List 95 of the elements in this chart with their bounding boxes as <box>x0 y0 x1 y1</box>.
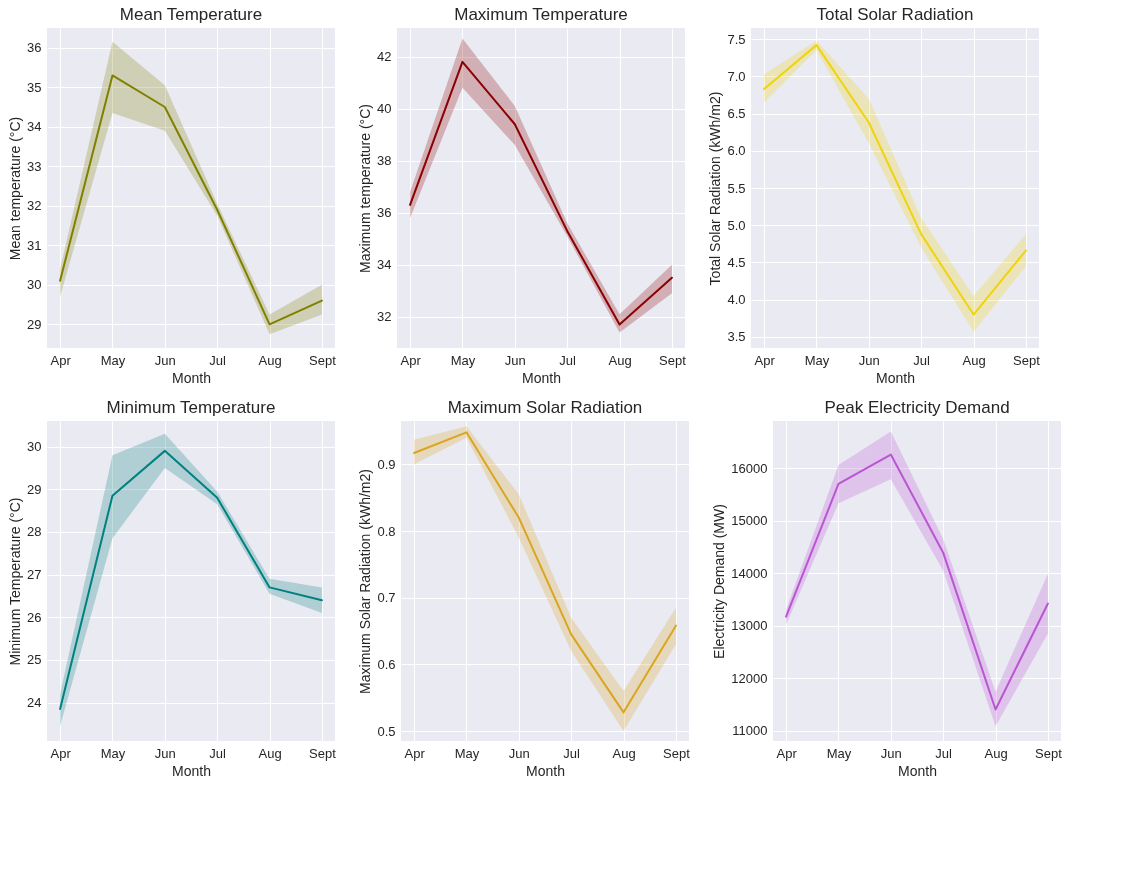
chart-title: Maximum Solar Radiation <box>447 398 643 417</box>
y-tick-label: 38 <box>377 153 392 169</box>
x-axis-title: Month <box>172 369 211 386</box>
y-axis-title: Maximum Solar Radiation (kWh/m2) <box>357 469 374 694</box>
y-tick-label: 0.6 <box>377 656 396 672</box>
y-tick-label: 16000 <box>731 460 768 476</box>
x-tick-label: Aug <box>984 745 1008 761</box>
y-axis-title: Mean temperature (°C) <box>7 116 24 261</box>
y-tick-label: 24 <box>27 695 42 711</box>
x-axis-title: Month <box>526 762 565 779</box>
x-tick-label: Sept <box>663 745 691 761</box>
x-tick-label: Jun <box>154 352 176 368</box>
x-tick-label: Aug <box>258 745 282 761</box>
y-tick-label: 7.5 <box>727 31 746 47</box>
x-tick-label: Aug <box>258 352 282 368</box>
y-tick-label: 32 <box>27 198 42 214</box>
y-axis-title: Electricity Demand (MW) <box>711 504 728 659</box>
y-tick-label: 15000 <box>731 513 768 529</box>
x-tick-label: Jul <box>913 352 931 368</box>
x-tick-label: May <box>804 352 830 368</box>
x-tick-label: May <box>826 745 852 761</box>
x-tick-label: Apr <box>50 352 72 368</box>
y-tick-label: 32 <box>377 309 392 325</box>
x-axis-title: Month <box>172 762 211 779</box>
chart-title: Total Solar Radiation <box>816 5 974 24</box>
x-tick-label: Sept <box>309 745 337 761</box>
y-tick-label: 29 <box>27 316 42 332</box>
y-tick-label: 34 <box>27 119 42 135</box>
x-tick-label: May <box>100 352 126 368</box>
y-tick-label: 30 <box>27 439 42 455</box>
chart-title: Mean Temperature <box>119 5 263 24</box>
y-tick-label: 31 <box>27 237 42 253</box>
x-tick-label: Jul <box>935 745 953 761</box>
y-tick-label: 42 <box>377 49 392 65</box>
y-axis-title: Total Solar Radiation (kWh/m2) <box>707 91 724 286</box>
y-tick-label: 36 <box>377 205 392 221</box>
y-tick-label: 26 <box>27 609 42 625</box>
x-axis-title: Month <box>898 762 937 779</box>
x-tick-label: Jun <box>154 745 176 761</box>
x-tick-label: Apr <box>404 745 426 761</box>
y-tick-label: 6.5 <box>727 106 746 122</box>
x-tick-label: Jul <box>209 352 227 368</box>
x-tick-label: Jun <box>508 745 530 761</box>
x-tick-label: Sept <box>1035 745 1063 761</box>
x-tick-label: Apr <box>400 352 422 368</box>
y-axis-title: Minimum Temperature (°C) <box>7 497 24 666</box>
x-tick-label: May <box>450 352 476 368</box>
y-tick-label: 36 <box>27 40 42 56</box>
x-tick-label: Sept <box>1013 352 1041 368</box>
y-tick-label: 34 <box>377 257 392 273</box>
y-axis-title: Maximum temperature (°C) <box>357 104 374 273</box>
x-tick-label: Jun <box>880 745 902 761</box>
x-tick-label: Apr <box>754 352 776 368</box>
y-tick-label: 6.0 <box>727 143 746 159</box>
y-tick-label: 7.0 <box>727 68 746 84</box>
y-tick-label: 33 <box>27 158 42 174</box>
x-tick-label: Aug <box>612 745 636 761</box>
x-tick-label: Apr <box>50 745 72 761</box>
y-tick-label: 0.7 <box>377 590 396 606</box>
x-tick-label: May <box>454 745 480 761</box>
x-tick-label: Apr <box>776 745 798 761</box>
x-tick-label: Jun <box>504 352 526 368</box>
x-tick-label: Aug <box>608 352 632 368</box>
x-tick-label: May <box>100 745 126 761</box>
y-tick-label: 14000 <box>731 565 768 581</box>
y-tick-label: 25 <box>27 652 42 668</box>
y-tick-label: 5.5 <box>727 180 746 196</box>
y-tick-label: 4.5 <box>727 254 746 270</box>
y-tick-label: 0.8 <box>377 523 396 539</box>
y-tick-label: 3.5 <box>727 329 746 345</box>
y-tick-label: 28 <box>27 524 42 540</box>
y-tick-label: 13000 <box>731 618 768 634</box>
x-tick-label: Jul <box>563 745 581 761</box>
chart-title: Peak Electricity Demand <box>824 398 1010 417</box>
x-tick-label: Jun <box>858 352 880 368</box>
x-tick-label: Jul <box>559 352 577 368</box>
y-tick-label: 4.0 <box>727 292 746 308</box>
y-tick-label: 35 <box>27 79 42 95</box>
y-tick-label: 5.0 <box>727 217 746 233</box>
y-tick-label: 0.5 <box>377 723 396 739</box>
chart-title: Maximum Temperature <box>454 5 628 24</box>
x-tick-label: Sept <box>309 352 337 368</box>
y-tick-label: 30 <box>27 277 42 293</box>
y-tick-label: 0.9 <box>377 456 396 472</box>
x-axis-title: Month <box>876 369 915 386</box>
x-axis-title: Month <box>522 369 561 386</box>
x-tick-label: Aug <box>962 352 986 368</box>
y-tick-label: 27 <box>27 567 42 583</box>
chart-title: Minimum Temperature <box>106 398 276 417</box>
x-tick-label: Jul <box>209 745 227 761</box>
x-tick-label: Sept <box>659 352 687 368</box>
y-tick-label: 29 <box>27 481 42 497</box>
y-tick-label: 40 <box>377 101 392 117</box>
y-tick-label: 12000 <box>731 670 768 686</box>
y-tick-label: 11000 <box>732 723 768 739</box>
